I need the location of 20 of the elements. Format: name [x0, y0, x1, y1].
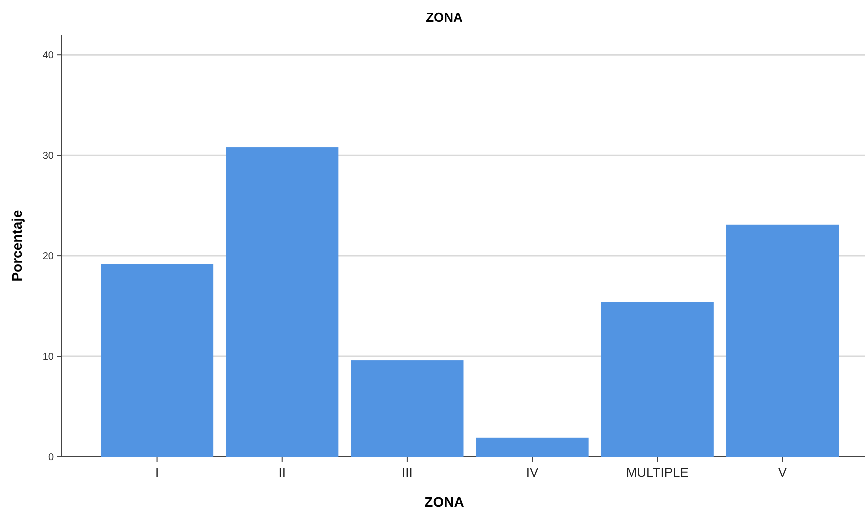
- x-tick-label: IV: [526, 465, 540, 480]
- x-tick-label: MULTIPLE: [626, 465, 690, 480]
- chart-title: ZONA: [426, 10, 464, 25]
- y-tick-label: 10: [42, 352, 54, 364]
- y-tick-label: 0: [48, 452, 54, 464]
- x-tick-label: III: [402, 465, 413, 480]
- x-axis-title: ZONA: [424, 494, 464, 510]
- bar: [101, 264, 214, 457]
- x-tick-label: V: [778, 465, 788, 480]
- bar: [226, 148, 339, 457]
- y-tick-label: 20: [42, 252, 54, 263]
- bar: [476, 438, 589, 457]
- y-axis-title: Porcentaje: [9, 210, 25, 282]
- bar: [601, 302, 714, 457]
- y-tick-label: 30: [42, 151, 54, 162]
- bar: [726, 224, 839, 457]
- bar: [351, 360, 464, 457]
- x-tick-label: I: [155, 465, 160, 480]
- y-tick-label: 40: [42, 50, 54, 62]
- x-tick-label: II: [278, 465, 286, 480]
